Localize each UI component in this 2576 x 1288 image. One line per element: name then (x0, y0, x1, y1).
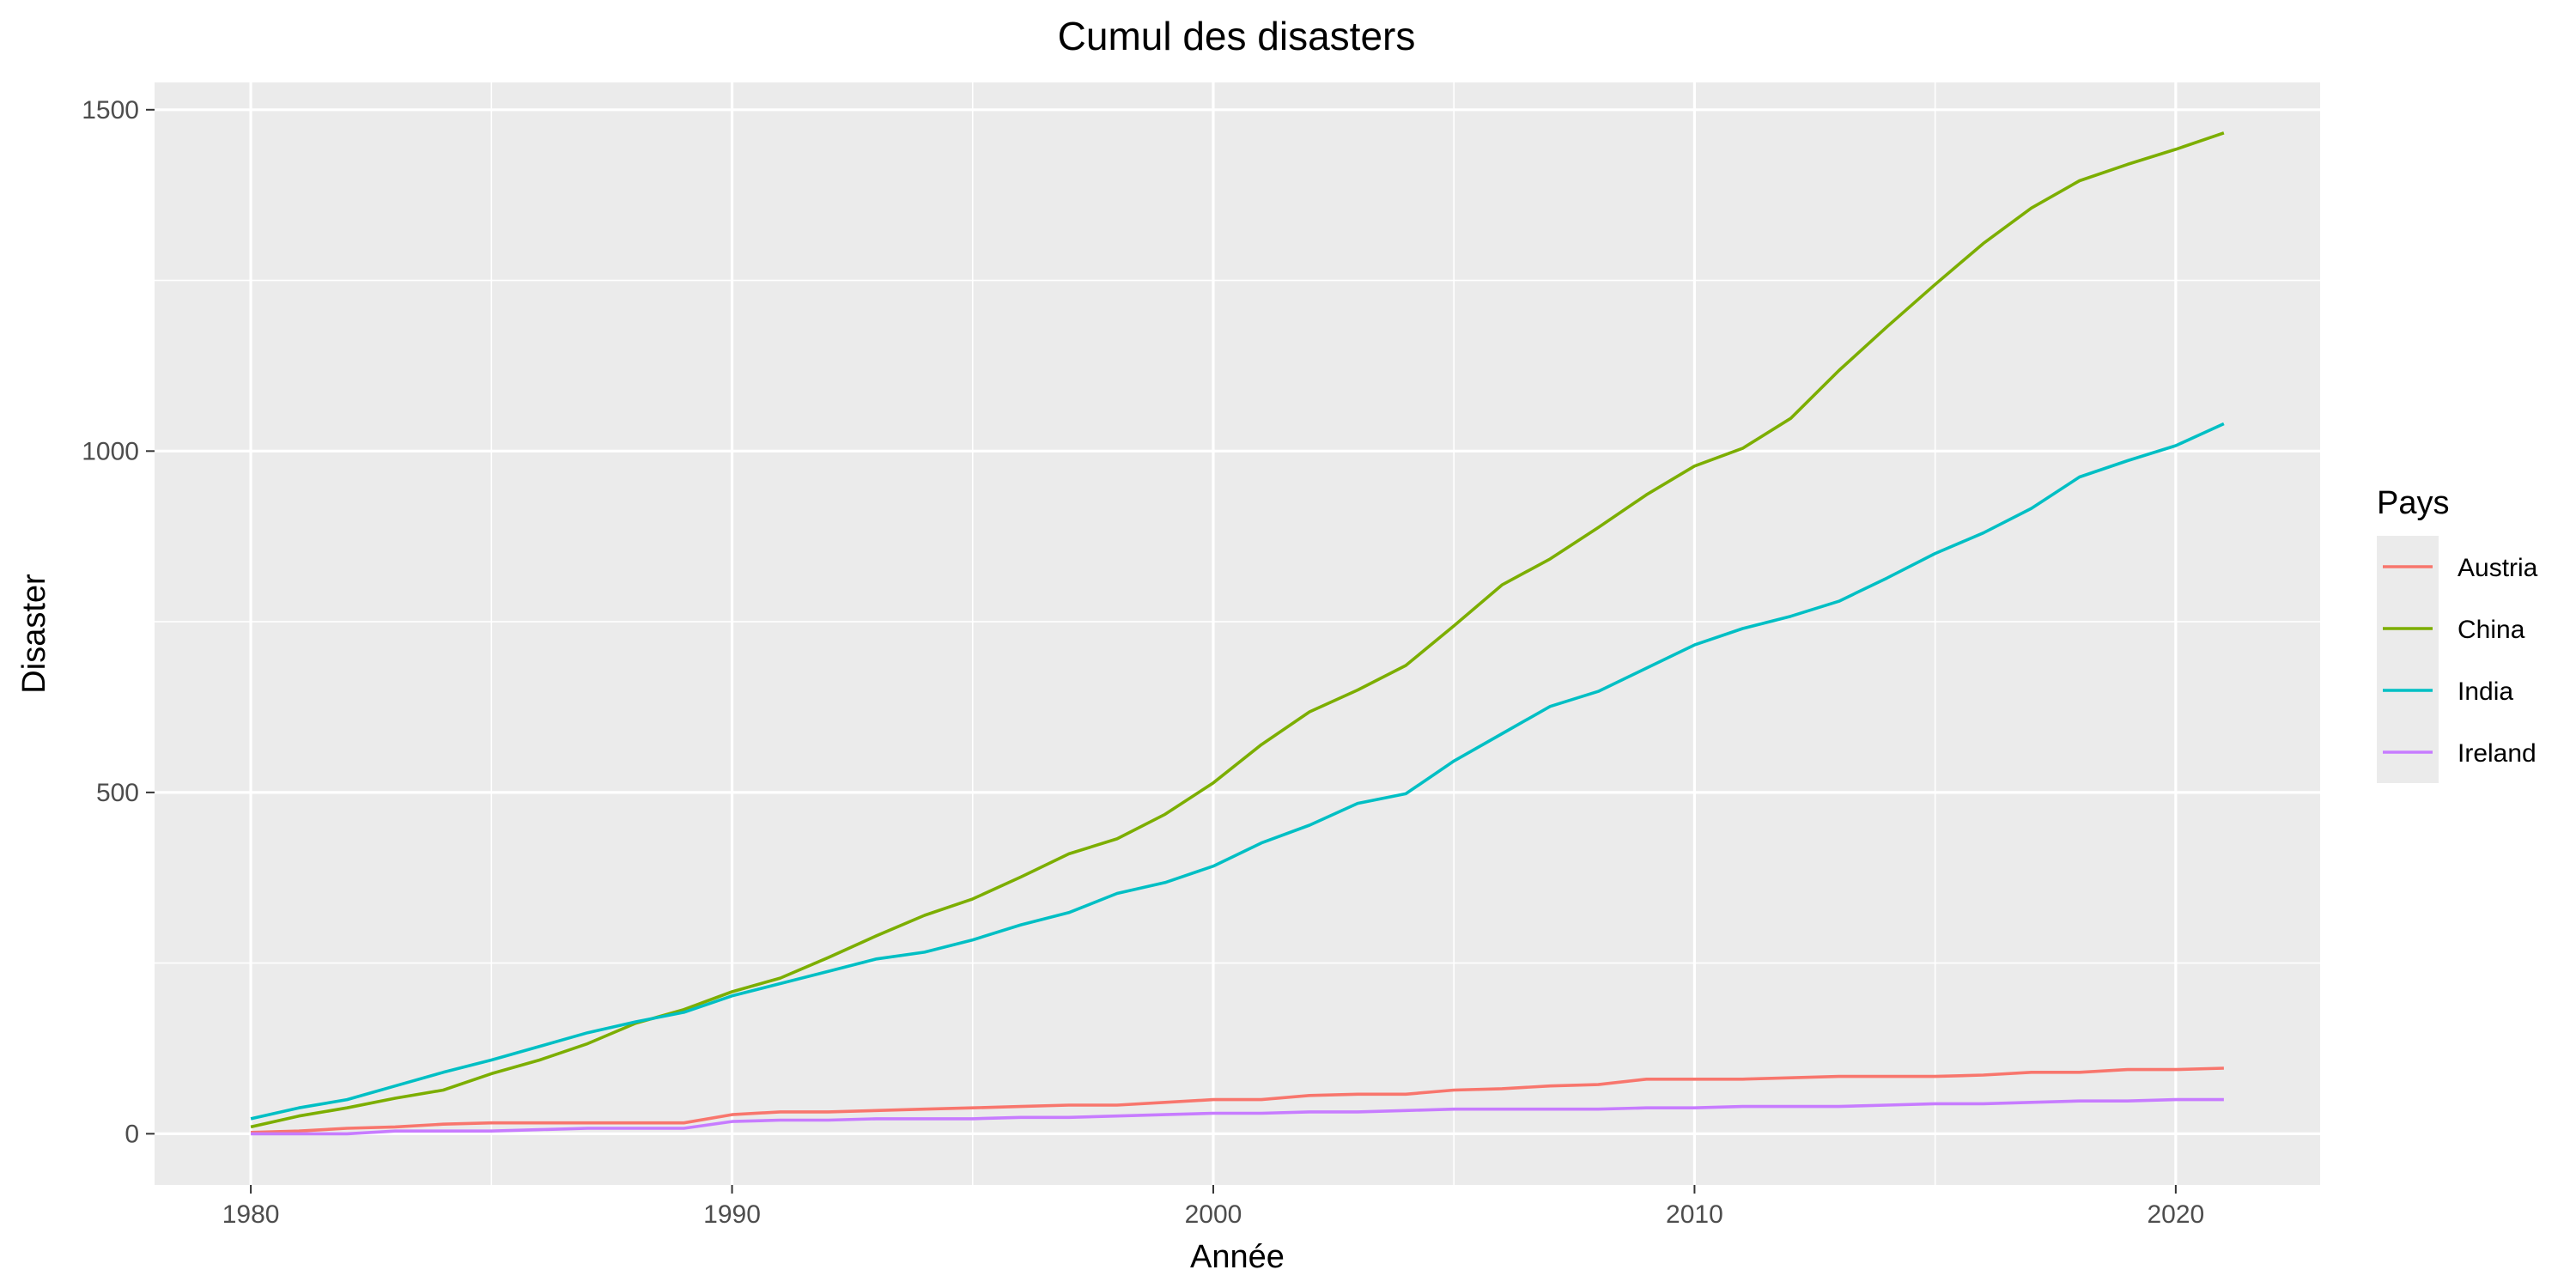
series-line-india (250, 422, 2225, 1121)
series-line-austria (251, 1066, 2224, 1134)
x-tick-label: 2000 (1185, 1200, 1242, 1229)
x-axis: 1980 1990 2000 2010 2020 (222, 1185, 2204, 1229)
y-tick-label: 0 (125, 1120, 139, 1148)
y-axis: 0 500 1000 1500 (82, 96, 155, 1148)
y-tick-label: 500 (96, 779, 139, 807)
legend: Pays Austria China India Ireland (2377, 485, 2538, 783)
x-tick-label: 2010 (1666, 1200, 1723, 1229)
legend-item-austria: Austria (2377, 536, 2538, 598)
legend-item-india: India (2377, 659, 2513, 721)
series-line-ireland (251, 1097, 2224, 1136)
chart-title: Cumul des disasters (1058, 14, 1416, 58)
x-tick-label: 1980 (222, 1200, 280, 1229)
plot-panel (155, 82, 2320, 1185)
legend-label: China (2458, 616, 2525, 644)
y-tick-label: 1000 (82, 437, 139, 465)
legend-item-ireland: Ireland (2377, 721, 2537, 783)
legend-label: India (2458, 677, 2513, 706)
legend-title: Pays (2377, 485, 2449, 521)
major-gridlines (155, 82, 2320, 1185)
legend-label: Ireland (2458, 739, 2537, 768)
x-tick-label: 2020 (2147, 1200, 2204, 1229)
minor-gridlines (155, 82, 2320, 1185)
legend-label: Austria (2458, 554, 2538, 582)
y-axis-title: Disaster (16, 574, 52, 694)
legend-item-china: China (2377, 598, 2525, 659)
x-tick-label: 1990 (703, 1200, 761, 1229)
series-lines (250, 131, 2225, 1136)
x-axis-title: Année (1190, 1239, 1285, 1275)
y-tick-label: 1500 (82, 96, 139, 125)
series-line-china (250, 131, 2225, 1129)
